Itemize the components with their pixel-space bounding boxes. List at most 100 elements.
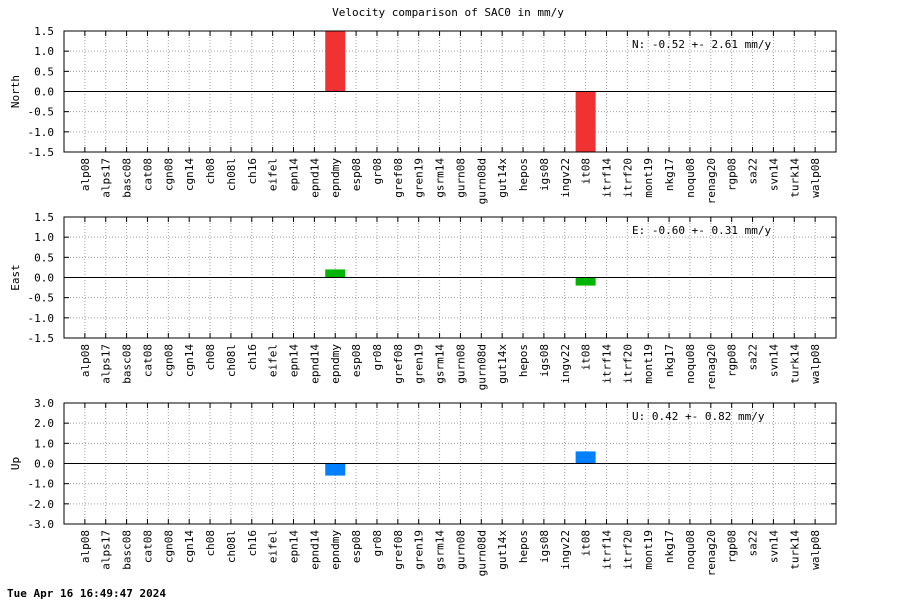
y-tick-label: -1.0 <box>28 126 55 139</box>
x-tick-label: gsrm14 <box>434 530 447 570</box>
x-tick-label: gurn08 <box>454 158 467 198</box>
x-tick-label: ch08 <box>204 344 217 371</box>
x-tick-label: itrf14 <box>600 344 613 384</box>
x-tick-label: ch16 <box>246 158 259 185</box>
x-tick-label: ch08l <box>225 530 238 563</box>
x-tick-label: igs08 <box>538 158 551 191</box>
x-tick-label: esp08 <box>350 530 363 563</box>
x-tick-label: gurn08d <box>475 344 488 390</box>
x-tick-label: it08 <box>580 158 593 185</box>
x-tick-label: gurn08 <box>454 344 467 384</box>
x-tick-label: gren19 <box>413 158 426 198</box>
x-tick-label: gurn08d <box>475 158 488 204</box>
x-tick-label: gut14x <box>496 344 509 384</box>
x-tick-label: cat08 <box>141 530 154 563</box>
x-tick-label: ch08 <box>204 530 217 557</box>
x-tick-label: renag20 <box>705 344 718 390</box>
x-tick-label: rgp08 <box>726 158 739 191</box>
x-tick-label: gref08 <box>392 158 405 198</box>
bar-it08 <box>575 451 596 464</box>
x-tick-label: alps17 <box>100 530 113 570</box>
y-tick-label: -0.5 <box>28 106 55 119</box>
y-tick-label: 2.0 <box>34 417 54 430</box>
x-tick-label: itrf14 <box>600 530 613 570</box>
y-axis-label: Up <box>9 457 22 470</box>
x-tick-label: ingv22 <box>559 158 572 198</box>
x-tick-label: turk14 <box>788 530 801 570</box>
x-tick-label: svn14 <box>767 344 780 377</box>
x-tick-label: igs08 <box>538 344 551 377</box>
y-axis-label: North <box>9 75 22 108</box>
x-tick-label: rgp08 <box>726 530 739 563</box>
x-tick-label: noqu08 <box>684 158 697 198</box>
x-tick-label: noqu08 <box>684 344 697 384</box>
x-tick-label: gr08 <box>371 158 384 185</box>
x-tick-label: basc08 <box>121 344 134 384</box>
x-tick-label: gsrm14 <box>434 158 447 198</box>
x-tick-label: ch16 <box>246 344 259 371</box>
x-tick-label: mont19 <box>642 158 655 198</box>
x-tick-label: epndmy <box>329 344 342 384</box>
x-tick-label: sa22 <box>747 344 760 371</box>
bar-epndmy <box>325 269 346 278</box>
x-tick-label: gsrm14 <box>434 344 447 384</box>
y-tick-label: -1.5 <box>28 146 55 159</box>
plot-frame <box>63 216 837 339</box>
x-tick-label: gurn08 <box>454 530 467 570</box>
x-tick-label: renag20 <box>705 530 718 576</box>
x-tick-label: alp08 <box>79 158 92 191</box>
y-tick-label: -0.5 <box>28 292 55 305</box>
y-tick-label: 0.0 <box>34 272 54 285</box>
x-tick-label: ch08 <box>204 158 217 185</box>
x-tick-label: epndmy <box>329 530 342 570</box>
x-tick-label: epn14 <box>288 344 301 377</box>
x-tick-label: itrf20 <box>621 158 634 198</box>
x-tick-label: eifel <box>267 158 280 191</box>
x-tick-label: mont19 <box>642 344 655 384</box>
x-tick-label: itrf20 <box>621 530 634 570</box>
y-tick-label: 0.5 <box>34 251 54 264</box>
x-tick-label: walp08 <box>809 158 822 198</box>
x-tick-label: ch16 <box>246 530 259 557</box>
x-tick-label: gref08 <box>392 344 405 384</box>
x-tick-label: basc08 <box>121 158 134 198</box>
y-tick-label: 0.5 <box>34 65 54 78</box>
y-tick-label: 1.0 <box>34 231 54 244</box>
x-tick-label: ch08l <box>225 158 238 191</box>
x-tick-label: ch08l <box>225 344 238 377</box>
y-tick-label: -2.0 <box>28 498 55 511</box>
stats-annotation: N: -0.52 +- 2.61 mm/y <box>632 38 771 51</box>
x-tick-label: esp08 <box>350 344 363 377</box>
x-tick-label: gut14x <box>496 158 509 198</box>
x-tick-label: mont19 <box>642 530 655 570</box>
x-tick-label: cgn08 <box>162 530 175 563</box>
x-tick-label: nkg17 <box>663 344 676 377</box>
stats-annotation: U: 0.42 +- 0.82 mm/y <box>632 410 765 423</box>
bar-epndmy <box>325 463 346 476</box>
x-tick-label: epnd14 <box>308 344 321 384</box>
x-tick-label: svn14 <box>767 158 780 191</box>
y-axis-label: East <box>9 264 22 291</box>
x-tick-label: alps17 <box>100 344 113 384</box>
x-tick-label: svn14 <box>767 530 780 563</box>
page-title: Velocity comparison of SAC0 in mm/y <box>332 6 564 19</box>
x-tick-label: gr08 <box>371 530 384 557</box>
x-tick-label: nkg17 <box>663 530 676 563</box>
x-tick-label: it08 <box>580 344 593 371</box>
x-tick-label: cgn14 <box>183 530 196 563</box>
y-tick-label: 3.0 <box>34 397 54 410</box>
y-tick-label: 0.0 <box>34 86 54 99</box>
x-tick-label: alps17 <box>100 158 113 198</box>
y-tick-label: 0.0 <box>34 458 54 471</box>
x-tick-label: gren19 <box>413 530 426 570</box>
x-tick-label: ingv22 <box>559 344 572 384</box>
x-tick-label: eifel <box>267 344 280 377</box>
x-tick-label: epndmy <box>329 158 342 198</box>
x-tick-label: cgn08 <box>162 344 175 377</box>
y-tick-label: -1.5 <box>28 332 55 345</box>
timestamp: Tue Apr 16 16:49:47 2024 <box>7 587 166 600</box>
x-tick-label: hepos <box>517 158 530 191</box>
x-tick-label: cgn14 <box>183 158 196 191</box>
x-tick-label: gr08 <box>371 344 384 371</box>
